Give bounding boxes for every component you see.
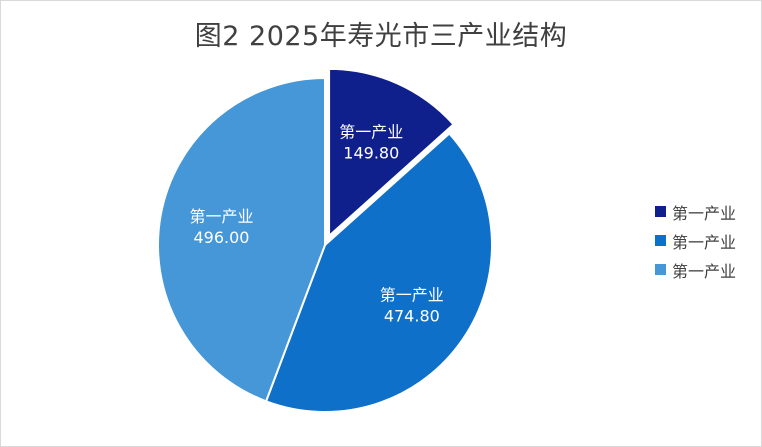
slice-category-label-2: 第一产业 xyxy=(380,285,444,304)
slice-value-label-3: 496.00 xyxy=(194,228,250,247)
slice-value-label-1: 149.80 xyxy=(343,143,399,162)
pie-slice-3 xyxy=(157,76,326,403)
chart-title: 图2 2025年寿光市三产业结构 xyxy=(194,21,568,52)
slice-category-label-1: 第一产业 xyxy=(339,122,403,141)
legend-swatch xyxy=(655,206,666,217)
legend-item-3: 第一产业 xyxy=(655,255,760,284)
legend-swatch xyxy=(655,264,666,275)
legend-item-2: 第一产业 xyxy=(655,226,760,255)
legend-swatch xyxy=(655,235,666,246)
slice-value-label-2: 474.80 xyxy=(384,306,440,325)
pie-slice-2 xyxy=(264,132,493,413)
legend-label: 第一产业 xyxy=(672,232,737,252)
slice-category-label-3: 第一产业 xyxy=(189,207,253,226)
legend-label: 第一产业 xyxy=(672,261,737,281)
pie-slice-1 xyxy=(328,67,455,239)
legend-item-1: 第一产业 xyxy=(655,197,760,226)
legend-label: 第一产业 xyxy=(672,203,737,223)
legend: 第一产业 第一产业 第一产业 xyxy=(655,197,760,284)
